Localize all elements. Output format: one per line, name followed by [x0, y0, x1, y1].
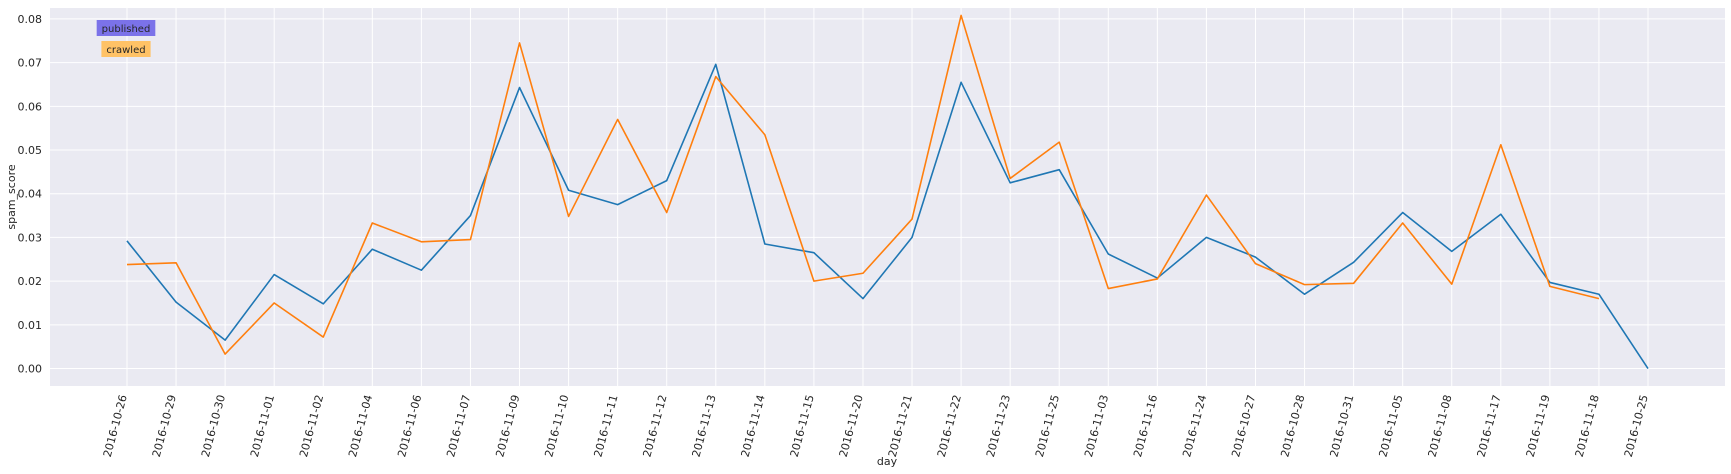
x-tick-label: 2016-11-09 — [493, 393, 522, 458]
x-tick-label: 2016-11-17 — [1475, 393, 1504, 458]
x-tick-label: 2016-11-23 — [984, 393, 1013, 458]
x-tick-label: 2016-10-27 — [1229, 393, 1258, 458]
x-tick-label: 2016-10-28 — [1278, 393, 1307, 458]
y-tick-label: 0.03 — [18, 231, 43, 244]
grid-lines — [50, 8, 1725, 386]
x-tick-label: 2016-11-20 — [837, 393, 866, 458]
x-tick-label: 2016-11-12 — [641, 393, 670, 458]
legend-label-background — [96, 20, 156, 36]
legend-label: crawled — [106, 45, 145, 56]
x-tick-label: 2016-10-30 — [199, 393, 228, 458]
x-tick-label: 2016-11-24 — [1180, 393, 1209, 458]
y-tick-label: 0.00 — [18, 363, 43, 376]
x-tick-label: 2016-11-22 — [935, 393, 964, 458]
y-tick-label: 0.06 — [18, 100, 43, 113]
x-tick-label: 2016-11-07 — [444, 393, 473, 458]
x-tick-label: 2016-11-04 — [346, 393, 375, 458]
series-line-crawled — [126, 14, 1600, 355]
x-tick-label: 2016-11-16 — [1131, 393, 1160, 458]
x-tick-label: 2016-11-18 — [1573, 393, 1602, 458]
y-axis-ticks: 0.00 0.01 0.02 0.03 0.04 0.05 0.06 0.07 0.08 — [18, 13, 43, 376]
y-tick-label: 0.01 — [18, 319, 43, 332]
y-axis-label: spam_score — [5, 164, 18, 229]
x-tick-label: 2016-11-21 — [886, 393, 915, 458]
y-tick-label: 0.05 — [18, 144, 43, 157]
x-tick-label: 2016-10-25 — [1622, 393, 1651, 458]
x-tick-label: 2016-10-26 — [101, 393, 130, 458]
x-tick-label: 2016-10-29 — [150, 393, 179, 458]
legend-entry-crawled: crawled — [101, 41, 151, 57]
y-tick-label: 0.04 — [18, 188, 43, 201]
x-tick-label: 2016-11-10 — [542, 393, 571, 458]
series-line-published — [126, 63, 1649, 369]
x-tick-label: 2016-10-31 — [1327, 393, 1356, 458]
x-axis-ticks: 2016-10-26 2016-10-29 2016-10-30 2016-11-01… — [101, 393, 1651, 458]
x-tick-label: 2016-11-25 — [1033, 393, 1062, 458]
x-tick-label: 2016-11-13 — [690, 393, 719, 458]
x-tick-label: 2016-11-06 — [395, 393, 424, 458]
y-tick-label: 0.07 — [18, 57, 43, 70]
x-tick-label: 2016-11-15 — [788, 393, 817, 458]
y-tick-label: 0.08 — [18, 13, 43, 26]
x-tick-label: 2016-11-05 — [1376, 393, 1405, 458]
x-tick-label: 2016-11-08 — [1426, 393, 1455, 458]
x-tick-label: 2016-11-03 — [1082, 393, 1111, 458]
y-tick-label: 0.02 — [18, 275, 43, 288]
legend: published crawled — [96, 20, 156, 57]
legend-label-background — [101, 41, 151, 57]
legend-entry-published: published — [96, 20, 156, 36]
x-tick-label: 2016-11-19 — [1524, 393, 1553, 458]
x-tick-label: 2016-11-14 — [739, 393, 768, 458]
series-lines — [126, 14, 1649, 369]
x-axis-label: day — [877, 455, 898, 468]
x-tick-label: 2016-11-11 — [591, 393, 620, 458]
x-tick-label: 2016-11-02 — [297, 393, 326, 458]
legend-label: published — [102, 24, 151, 35]
plot-background — [50, 8, 1725, 386]
x-tick-label: 2016-11-01 — [248, 393, 277, 458]
